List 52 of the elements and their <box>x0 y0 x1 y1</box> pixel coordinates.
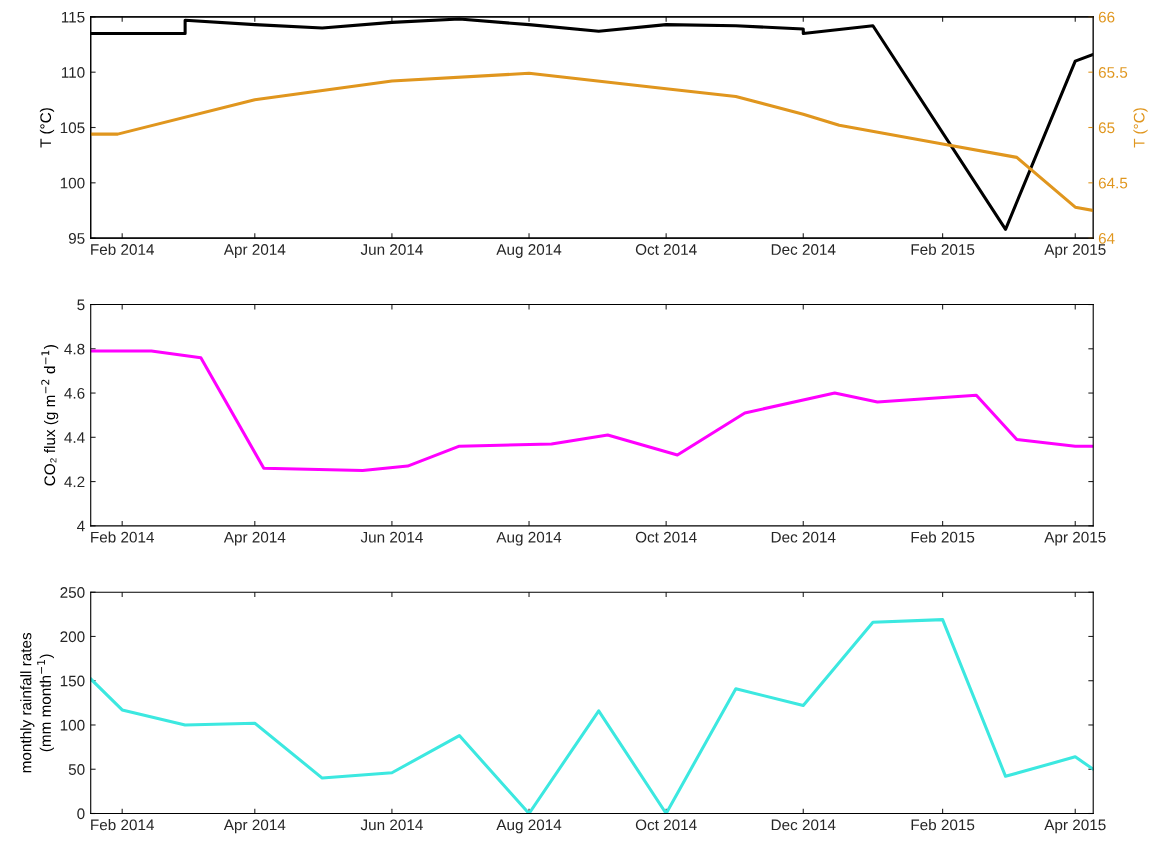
x-tick-label: Dec 2014 <box>771 531 836 543</box>
x-tick-label: Dec 2014 <box>771 819 836 831</box>
y-axis-title: CO₂ flux (g m$^{−2}$ d$^{−1}$) <box>41 345 59 486</box>
x-tick-label: Dec 2014 <box>771 244 836 255</box>
y-tick-label: 110 <box>61 67 85 78</box>
y-tick-label: 115 <box>61 11 85 23</box>
y-tick-label: 0 <box>77 808 85 820</box>
x-tick-label: Jun 2014 <box>360 531 423 543</box>
y-tick-label: 105 <box>60 122 85 134</box>
x-tick-label: Jun 2014 <box>360 819 423 831</box>
y2-tick-label: 64 <box>1098 233 1115 244</box>
y-tick-label: 5 <box>77 299 85 311</box>
x-tick-label: Apr 2015 <box>1044 244 1106 258</box>
y2-tick-label: 65.5 <box>1098 67 1128 78</box>
y-tick-label: 4.4 <box>64 432 85 443</box>
y-axis-title: monthly rainfall rates (mm month$^{−1}$) <box>20 632 54 773</box>
y2-tick-label: 65 <box>1098 122 1115 134</box>
x-tick-label: Apr 2015 <box>1044 819 1106 834</box>
x-tick-label: Feb 2015 <box>911 243 975 255</box>
x-tick-label: Feb 2014 <box>91 531 155 543</box>
y-tick-label: 200 <box>60 631 85 643</box>
x-tick-label: Aug 2014 <box>496 531 562 546</box>
x-tick-label: Feb 2015 <box>911 531 975 543</box>
x-tick-label: Feb 2014 <box>91 243 155 255</box>
x-tick-label: Aug 2014 <box>496 244 562 258</box>
x-tick-label: Feb 2015 <box>911 819 975 831</box>
y-tick-label: 95 <box>68 233 85 244</box>
x-tick-label: Jun 2014 <box>360 244 423 255</box>
y-axis-title: T (°C) <box>39 108 55 148</box>
y-tick-label: 4 <box>77 520 85 532</box>
y-tick-label: 100 <box>60 719 85 731</box>
x-tick-label: Oct 2014 <box>635 244 697 255</box>
y-tick-label: 4.8 <box>64 343 85 355</box>
y-tick-label: 4.6 <box>64 387 85 399</box>
x-tick-label: Feb 2014 <box>91 819 155 831</box>
y-tick-label: 100 <box>60 177 85 189</box>
y2-axis-title: T (°C) <box>1133 108 1148 148</box>
x-tick-label: Apr 2014 <box>223 819 286 834</box>
line-series <box>90 71 1094 213</box>
x-tick-label: Apr 2015 <box>1044 531 1106 546</box>
y2-tick-label: 66 <box>1098 11 1115 23</box>
line-series <box>90 349 1094 473</box>
x-tick-label: Apr 2014 <box>223 244 286 258</box>
x-tick-label: Aug 2014 <box>496 819 562 834</box>
y2-tick-label: 64.5 <box>1098 177 1128 189</box>
x-tick-label: Oct 2014 <box>635 531 697 543</box>
x-tick-label: Apr 2014 <box>223 531 286 546</box>
x-tick-label: Oct 2014 <box>635 819 697 831</box>
y-tick-label: 150 <box>60 675 85 687</box>
y-tick-label: 250 <box>60 587 85 598</box>
y-tick-label: 50 <box>68 764 85 775</box>
y-tick-label: 4.2 <box>64 476 85 488</box>
